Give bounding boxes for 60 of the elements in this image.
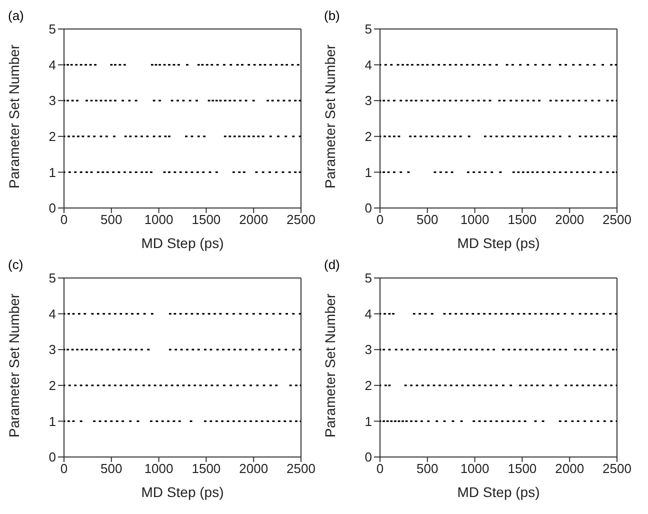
y-tick-label: 1 — [48, 164, 56, 180]
y-tick-label: 2 — [48, 129, 56, 144]
x-tick-label: 1000 — [144, 212, 174, 228]
y-tick-label: 1 — [364, 164, 372, 180]
y-tick-label: 4 — [364, 57, 372, 72]
x-tick-label: 1500 — [508, 212, 537, 228]
y-tick-label: 5 — [364, 22, 372, 37]
x-tick-label: 1000 — [460, 461, 490, 476]
x-tick-label: 1500 — [192, 461, 221, 476]
x-tick-label: 2000 — [555, 212, 584, 228]
x-tick-label: 1000 — [144, 461, 174, 476]
x-tick-label: 2500 — [602, 212, 632, 228]
y-tick-label: 4 — [48, 57, 56, 72]
x-tick-label: 2000 — [239, 461, 268, 476]
x-tick-label: 2500 — [286, 461, 316, 476]
y-tick-label: 0 — [48, 450, 56, 465]
y-axis-title: Parameter Set Number — [6, 44, 22, 188]
y-tick-label: 5 — [48, 22, 56, 37]
y-axis-title: Parameter Set Number — [6, 293, 22, 438]
x-tick-label: 500 — [100, 461, 122, 476]
y-tick-label: 3 — [364, 93, 372, 108]
y-tick-label: 2 — [364, 378, 372, 394]
y-tick-label: 1 — [364, 414, 372, 429]
x-axis-title: MD Step (ps) — [457, 235, 540, 251]
x-tick-label: 2000 — [239, 212, 268, 228]
chart-title: (a) — [8, 8, 24, 23]
y-axis-title: Parameter Set Number — [322, 293, 338, 438]
y-tick-label: 3 — [364, 342, 372, 358]
y-tick-label: 3 — [48, 342, 56, 358]
y-tick-label: 2 — [48, 378, 56, 394]
y-tick-label: 5 — [48, 270, 56, 286]
y-tick-label: 5 — [364, 270, 372, 286]
x-tick-label: 2500 — [602, 461, 632, 476]
x-axis-title: MD Step (ps) — [141, 235, 224, 251]
y-tick-label: 1 — [48, 414, 56, 429]
chart-title: (b) — [324, 8, 340, 23]
y-tick-label: 0 — [48, 200, 56, 216]
x-tick-label: 2500 — [286, 212, 316, 228]
y-axis-title: Parameter Set Number — [322, 44, 338, 188]
x-tick-label: 500 — [100, 212, 122, 228]
x-tick-label: 1000 — [460, 212, 490, 228]
x-tick-label: 0 — [60, 212, 68, 228]
x-tick-label: 0 — [376, 461, 384, 476]
x-tick-label: 500 — [416, 212, 438, 228]
x-tick-label: 2000 — [555, 461, 584, 476]
y-tick-label: 0 — [364, 200, 372, 216]
x-tick-label: 0 — [376, 212, 384, 228]
y-tick-label: 2 — [364, 129, 372, 144]
y-tick-label: 3 — [48, 93, 56, 108]
x-tick-label: 1500 — [192, 212, 221, 228]
x-tick-label: 0 — [60, 461, 68, 476]
x-tick-label: 1500 — [508, 461, 537, 476]
chart-title: (c) — [8, 257, 24, 272]
chart-title: (d) — [324, 257, 340, 272]
x-axis-title: MD Step (ps) — [457, 484, 540, 500]
x-axis-title: MD Step (ps) — [141, 484, 224, 500]
y-tick-label: 4 — [48, 306, 56, 322]
x-tick-label: 500 — [416, 461, 438, 476]
y-tick-label: 0 — [364, 450, 372, 465]
y-tick-label: 4 — [364, 306, 372, 322]
